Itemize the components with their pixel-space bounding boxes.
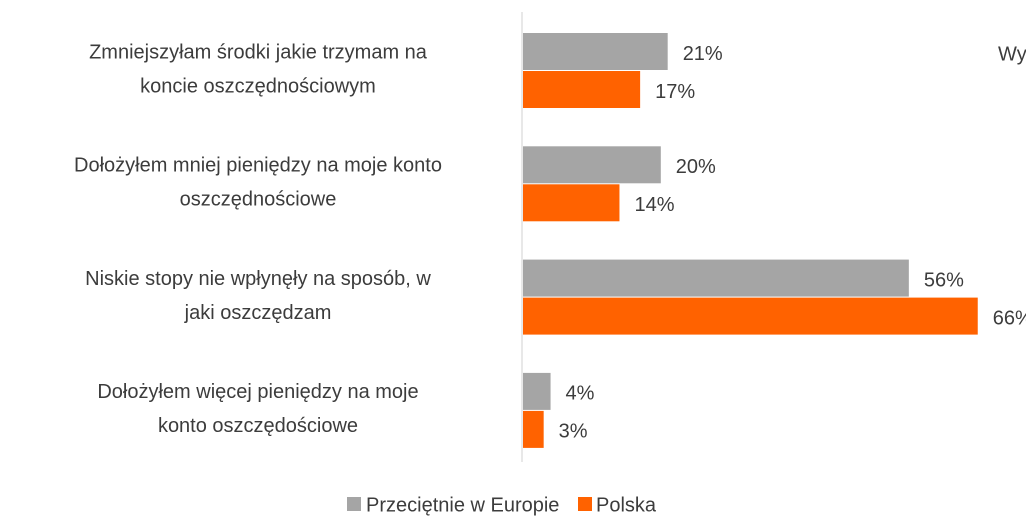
bar <box>523 71 641 108</box>
bar <box>523 297 978 335</box>
category-label: Zmniejszyłam środki jakie trzymam na <box>89 41 428 63</box>
value-label: 17% <box>655 81 695 103</box>
bar <box>523 33 668 70</box>
value-label: 20% <box>676 156 716 178</box>
value-label: 3% <box>559 421 588 443</box>
value-label: 56% <box>924 269 964 291</box>
category-label: jaki oszczędzam <box>184 302 332 324</box>
category-label: Dołożyłem mniej pieniędzy na moje konto <box>74 155 442 177</box>
legend-swatch <box>578 497 592 511</box>
value-label: 66% <box>993 307 1026 329</box>
value-label: 14% <box>634 194 674 216</box>
value-label: 4% <box>566 383 595 405</box>
legend-label: Przeciętnie w Europie <box>366 494 559 516</box>
bar <box>523 146 661 184</box>
category-label: koncie oszczędnościowym <box>140 75 376 97</box>
chart-title: Wy <box>998 43 1026 65</box>
bar <box>523 372 551 410</box>
bar <box>523 259 909 297</box>
legend-label: Polska <box>596 494 657 516</box>
legend-swatch <box>347 497 361 511</box>
category-label: konto oszczędościowe <box>158 415 358 437</box>
value-label: 21% <box>683 43 723 65</box>
category-label: oszczędnościowe <box>180 189 337 211</box>
category-label: Dołożyłem więcej pieniędzy na moje <box>97 381 418 403</box>
bar <box>523 410 544 448</box>
category-label: Niskie stopy nie wpłynęły na sposób, w <box>85 268 431 290</box>
bar <box>523 184 620 222</box>
